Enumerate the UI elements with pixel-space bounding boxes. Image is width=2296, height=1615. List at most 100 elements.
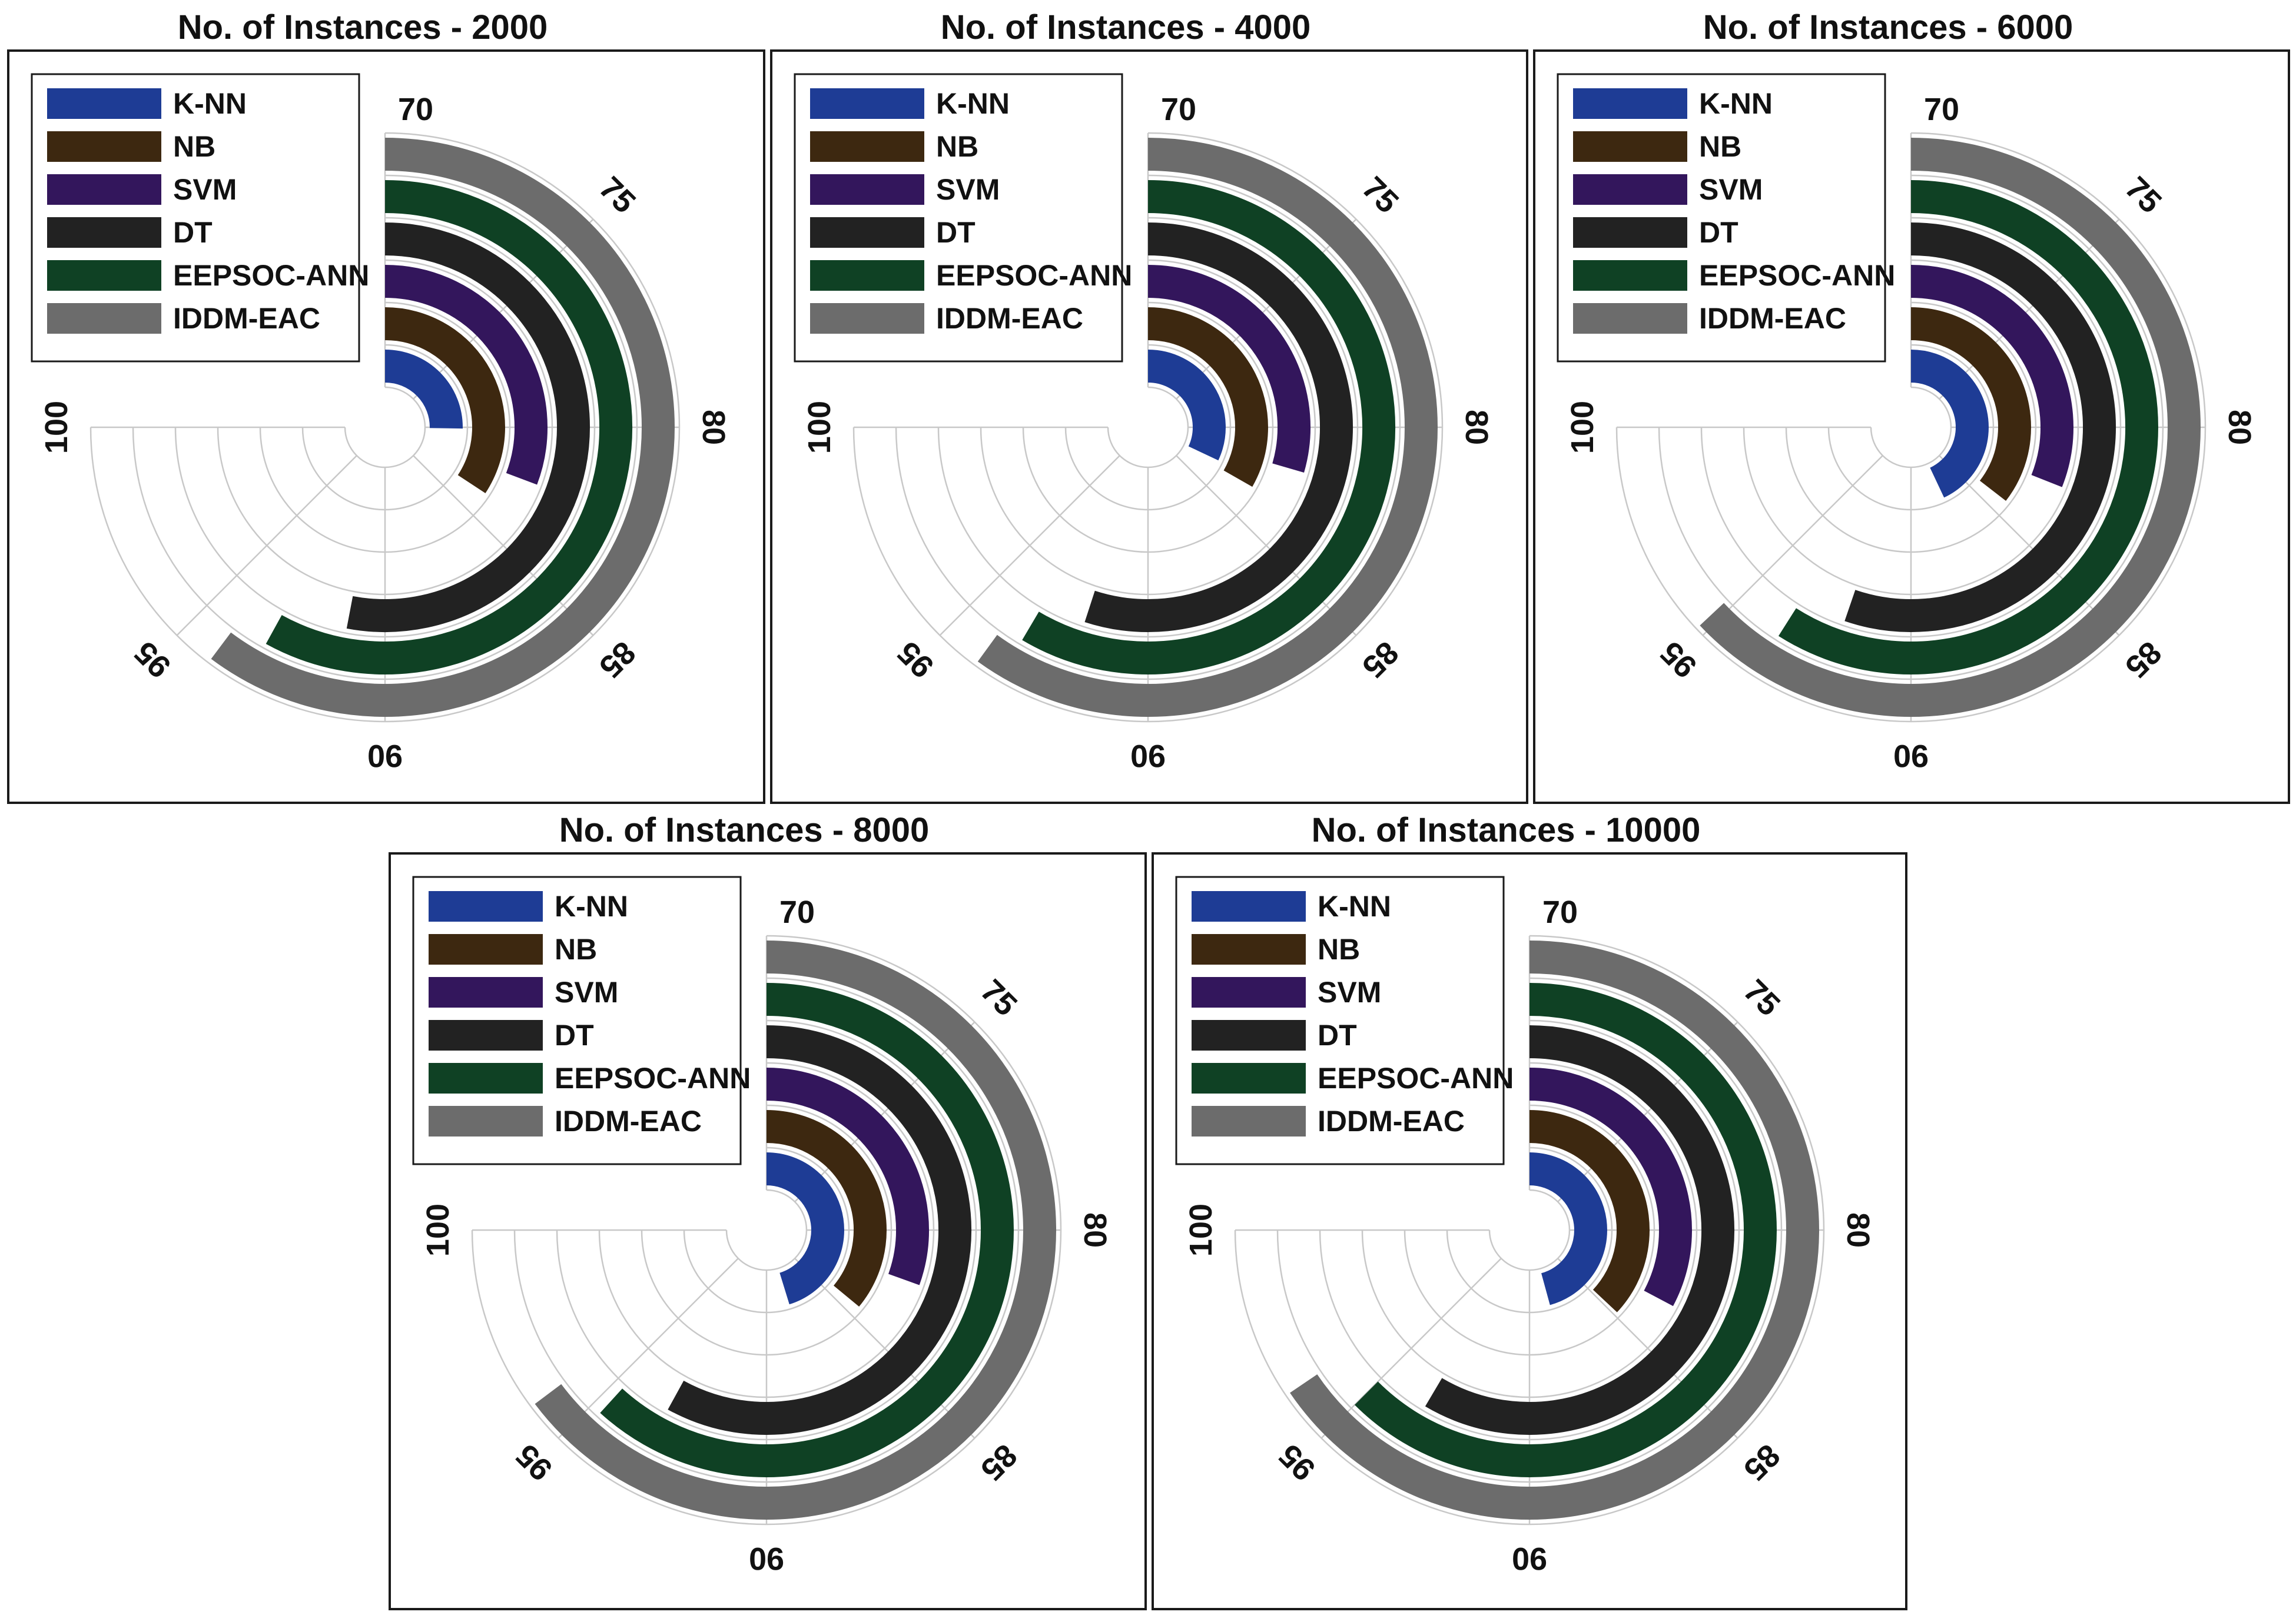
grid-spoke bbox=[794, 1258, 976, 1439]
legend-label: DT bbox=[1699, 216, 1738, 249]
grid-ring bbox=[725, 1189, 808, 1271]
legend-label: IDDM-EAC bbox=[936, 302, 1083, 335]
radial-bar bbox=[384, 307, 505, 493]
radial-bar bbox=[1084, 222, 1353, 632]
legend-swatch bbox=[1192, 891, 1306, 922]
legend-swatch bbox=[1192, 1106, 1306, 1137]
legend-label: DT bbox=[1318, 1019, 1357, 1052]
tick-label: 90 bbox=[367, 738, 403, 773]
legend-label: SVM bbox=[173, 173, 237, 206]
grid-spoke bbox=[939, 455, 1120, 636]
radial-bar bbox=[384, 350, 463, 429]
radial-bar bbox=[266, 180, 632, 674]
legend-swatch bbox=[810, 174, 924, 205]
tick-label: 90 bbox=[1130, 738, 1166, 773]
legend: K-NN NB SVM DT EEPSOC-ANN IDDM-EAC bbox=[1175, 876, 1514, 1165]
legend-label: IDDM-EAC bbox=[173, 302, 320, 335]
legend-label: DT bbox=[936, 216, 976, 249]
tick-label: 90 bbox=[1893, 738, 1929, 773]
polar-grid bbox=[89, 132, 681, 723]
legend-label: NB bbox=[936, 130, 978, 163]
tick-label: 70 bbox=[1924, 92, 1959, 127]
grid-ring bbox=[344, 386, 426, 468]
radial-bar bbox=[211, 138, 675, 717]
legend-swatch bbox=[1192, 977, 1306, 1008]
legend-swatch bbox=[810, 88, 924, 119]
chart-title: No. of Instances - 10000 bbox=[1312, 811, 1701, 849]
legend-label: IDDM-EAC bbox=[1318, 1105, 1465, 1138]
legend-label: NB bbox=[555, 933, 597, 966]
chart-title: No. of Instances - 4000 bbox=[941, 8, 1311, 46]
grid-spoke bbox=[1176, 218, 1357, 400]
legend-swatch bbox=[810, 217, 924, 248]
radial-bar bbox=[1779, 180, 2158, 674]
radial-bar bbox=[1147, 265, 1310, 473]
legend-label: DT bbox=[555, 1019, 594, 1052]
radial-bar bbox=[1147, 350, 1226, 461]
legend-label: EEPSOC-ANN bbox=[1699, 259, 1895, 292]
legend-swatch bbox=[429, 1063, 543, 1094]
chart-panel: No. of Instances - 8000 707580859095100K-… bbox=[389, 811, 1147, 1610]
tick-label: 90 bbox=[1512, 1541, 1547, 1576]
grid-spoke bbox=[558, 1258, 739, 1439]
legend-label: NB bbox=[173, 130, 215, 163]
radial-bar bbox=[384, 265, 548, 485]
radial-bar bbox=[1355, 983, 1777, 1477]
tick-label: 100 bbox=[39, 401, 74, 454]
radial-bar bbox=[1147, 307, 1268, 487]
radial-bar bbox=[1425, 1025, 1734, 1435]
radial-bar bbox=[346, 222, 590, 632]
legend-swatch bbox=[1192, 1063, 1306, 1094]
radial-bar bbox=[1529, 1152, 1607, 1305]
legend-swatch bbox=[810, 260, 924, 291]
legend-label: IDDM-EAC bbox=[555, 1105, 702, 1138]
legend-swatch bbox=[47, 303, 161, 334]
grid-spoke bbox=[176, 455, 357, 636]
legend-label: K-NN bbox=[173, 87, 247, 120]
grid-ring bbox=[1488, 1189, 1571, 1271]
grid-ring bbox=[1107, 386, 1189, 468]
grid-spoke bbox=[1939, 218, 2120, 400]
legend-swatch bbox=[1192, 934, 1306, 965]
legend-swatch bbox=[47, 217, 161, 248]
radial-bar bbox=[766, 1068, 929, 1285]
chart-panel: No. of Instances - 2000707580859095100K-… bbox=[7, 8, 765, 804]
bar-series bbox=[1700, 138, 2201, 717]
legend-label: NB bbox=[1699, 130, 1741, 163]
radial-bar bbox=[668, 1025, 971, 1435]
legend-swatch bbox=[1573, 303, 1687, 334]
radial-bar bbox=[1910, 350, 1989, 498]
tick-label: 80 bbox=[696, 410, 731, 445]
tick-label: 100 bbox=[802, 401, 837, 454]
grid-spoke bbox=[794, 1021, 976, 1202]
radial-bar bbox=[1529, 1110, 1650, 1312]
legend-swatch bbox=[1573, 88, 1687, 119]
legend-label: K-NN bbox=[936, 87, 1010, 120]
polar-grid bbox=[1234, 935, 1825, 1526]
legend-swatch bbox=[429, 891, 543, 922]
grid-ring bbox=[1870, 386, 1952, 468]
radial-bar bbox=[977, 138, 1438, 717]
grid-spoke bbox=[1702, 455, 1883, 636]
grid-spoke bbox=[1320, 1258, 1502, 1439]
radial-bar bbox=[766, 1152, 844, 1305]
tick-label: 70 bbox=[1542, 895, 1578, 930]
legend-swatch bbox=[429, 977, 543, 1008]
bar-series bbox=[1290, 941, 1819, 1520]
legend-swatch bbox=[1192, 1020, 1306, 1051]
tick-label: 80 bbox=[1077, 1212, 1113, 1248]
radial-bar bbox=[1700, 138, 2201, 717]
legend-label: IDDM-EAC bbox=[1699, 302, 1846, 335]
bar-series bbox=[535, 941, 1057, 1520]
legend-label: SVM bbox=[1699, 173, 1763, 206]
legend: K-NN NB SVM DT EEPSOC-ANN IDDM-EAC bbox=[794, 73, 1132, 363]
tick-label: 80 bbox=[1459, 410, 1494, 445]
chart-title: No. of Instances - 6000 bbox=[1703, 8, 2073, 46]
grid-spoke bbox=[413, 455, 594, 636]
legend-label: SVM bbox=[555, 976, 618, 1009]
legend-swatch bbox=[1573, 131, 1687, 162]
tick-label: 70 bbox=[398, 92, 433, 127]
legend-swatch bbox=[429, 1106, 543, 1137]
legend-label: SVM bbox=[936, 173, 1000, 206]
